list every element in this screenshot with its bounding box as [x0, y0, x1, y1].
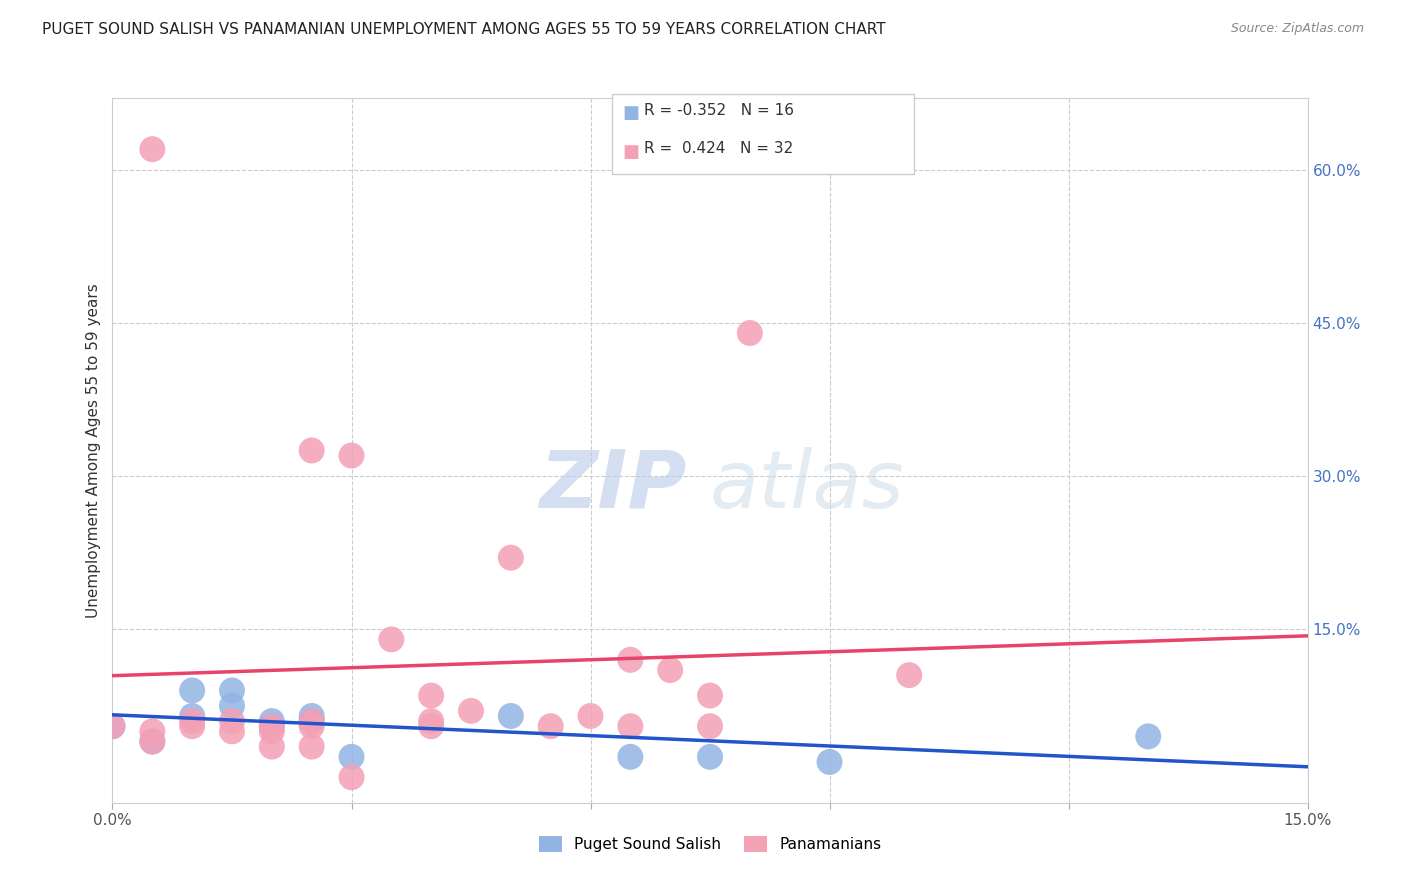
Point: [181, 719, 204, 733]
Point: [420, 714, 443, 728]
Point: [301, 714, 323, 728]
Text: R = -0.352   N = 16: R = -0.352 N = 16: [644, 103, 794, 118]
Point: [260, 739, 283, 754]
Point: [420, 689, 443, 703]
Point: [818, 755, 841, 769]
Point: [181, 714, 204, 728]
Point: [619, 653, 641, 667]
Point: [659, 663, 682, 677]
Point: [619, 719, 641, 733]
Point: [260, 724, 283, 739]
Point: [499, 709, 522, 723]
Point: [260, 719, 283, 733]
Point: [141, 734, 163, 748]
Point: [738, 326, 761, 340]
Text: ■: ■: [623, 104, 640, 122]
Point: [619, 749, 641, 764]
Legend: Puget Sound Salish, Panamanians: Puget Sound Salish, Panamanians: [533, 830, 887, 859]
Text: atlas: atlas: [710, 447, 905, 524]
Point: [141, 734, 163, 748]
Point: [260, 719, 283, 733]
Point: [101, 719, 124, 733]
Point: [221, 714, 243, 728]
Point: [141, 142, 163, 156]
Y-axis label: Unemployment Among Ages 55 to 59 years: Unemployment Among Ages 55 to 59 years: [86, 283, 101, 618]
Point: [101, 719, 124, 733]
Point: [301, 719, 323, 733]
Point: [340, 449, 363, 463]
Point: [579, 709, 602, 723]
Point: [699, 749, 721, 764]
Text: PUGET SOUND SALISH VS PANAMANIAN UNEMPLOYMENT AMONG AGES 55 TO 59 YEARS CORRELAT: PUGET SOUND SALISH VS PANAMANIAN UNEMPLO…: [42, 22, 886, 37]
Point: [340, 749, 363, 764]
Point: [181, 683, 204, 698]
Point: [221, 683, 243, 698]
Point: [420, 719, 443, 733]
Point: [540, 719, 562, 733]
Point: [898, 668, 921, 682]
Point: [141, 724, 163, 739]
Point: [340, 770, 363, 784]
Point: [301, 443, 323, 458]
Point: [260, 714, 283, 728]
Text: Source: ZipAtlas.com: Source: ZipAtlas.com: [1230, 22, 1364, 36]
Point: [1137, 730, 1160, 744]
Point: [221, 724, 243, 739]
Text: ■: ■: [623, 143, 640, 161]
Point: [181, 709, 204, 723]
Point: [301, 709, 323, 723]
Point: [699, 689, 721, 703]
Text: ZIP: ZIP: [538, 447, 686, 524]
Point: [699, 719, 721, 733]
Point: [460, 704, 482, 718]
Point: [499, 550, 522, 565]
Point: [380, 632, 402, 647]
Text: R =  0.424   N = 32: R = 0.424 N = 32: [644, 141, 793, 156]
Point: [301, 714, 323, 728]
Point: [301, 739, 323, 754]
Point: [221, 698, 243, 713]
